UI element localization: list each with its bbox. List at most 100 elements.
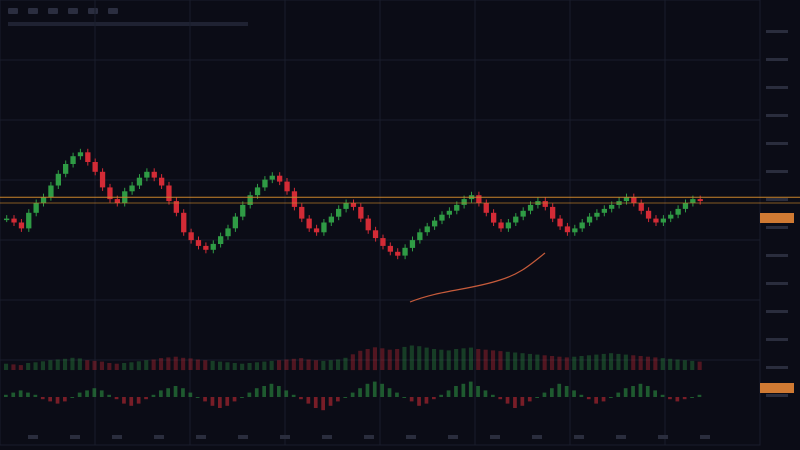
- volume-bar: [424, 347, 429, 370]
- toolbar-icon[interactable]: [48, 8, 58, 14]
- oscillator-bar: [623, 388, 628, 397]
- candle-body: [668, 214, 674, 219]
- oscillator-bar: [269, 383, 274, 397]
- candle-body: [218, 236, 224, 244]
- volume-bar: [439, 349, 444, 370]
- candle-body: [690, 199, 696, 203]
- volume-bar: [454, 349, 459, 370]
- volume-bar: [372, 347, 377, 371]
- candle-body: [306, 218, 312, 229]
- candle-body: [609, 204, 615, 209]
- candle-body: [70, 156, 76, 164]
- candle-body: [372, 230, 379, 239]
- price-axis-tick: [766, 198, 788, 201]
- volume-bars: [4, 345, 702, 371]
- volume-bar: [284, 359, 289, 370]
- oscillator-bar: [99, 390, 104, 397]
- oscillator-bar: [542, 392, 547, 397]
- volume-bar: [609, 353, 614, 370]
- volume-bar: [586, 355, 591, 370]
- price-tag: [760, 213, 794, 223]
- toolbar-icon[interactable]: [108, 8, 118, 14]
- toolbar-icon[interactable]: [88, 8, 98, 14]
- volume-bar: [690, 360, 695, 370]
- oscillator-bar: [254, 388, 259, 397]
- volume-bar: [188, 358, 193, 370]
- toolbar-icon[interactable]: [28, 8, 38, 14]
- volume-bar: [572, 356, 577, 370]
- oscillator-bar: [439, 394, 443, 397]
- oscillator-bar: [572, 390, 576, 397]
- volume-bar: [328, 360, 333, 370]
- oscillator-bar: [306, 397, 311, 404]
- candle-body: [321, 222, 327, 233]
- candle-body: [166, 185, 172, 202]
- oscillator-bar: [424, 397, 429, 404]
- oscillator-bar: [328, 397, 333, 406]
- chart-grid: [0, 0, 760, 445]
- oscillator-bar: [395, 392, 399, 397]
- volume-bar: [564, 357, 569, 370]
- time-axis-tick: [448, 435, 458, 439]
- candle-body: [254, 187, 261, 196]
- oscillator-bar: [284, 390, 289, 397]
- price-axis-tick: [766, 114, 788, 117]
- time-axis-tick: [700, 435, 710, 439]
- oscillator-bar: [129, 397, 134, 406]
- oscillator-bar: [358, 388, 362, 397]
- oscillator-bar: [461, 383, 466, 397]
- time-axis-tick: [616, 435, 626, 439]
- candle-body: [564, 226, 571, 233]
- oscillator-bar: [557, 383, 562, 397]
- price-axis-tick: [766, 366, 788, 369]
- oscillator-bar: [372, 381, 377, 397]
- toolbar-subline: [8, 22, 248, 26]
- volume-bar: [85, 360, 90, 370]
- candles: [4, 148, 703, 260]
- oscillator-bar: [321, 397, 325, 411]
- volume-bar: [247, 363, 252, 370]
- volume-bar: [269, 360, 274, 370]
- volume-bar: [299, 358, 304, 370]
- candle-body: [343, 203, 349, 209]
- candle-body: [181, 212, 187, 233]
- candle-body: [365, 218, 371, 231]
- oscillator-bar: [579, 394, 584, 397]
- oscillator-bar: [77, 392, 82, 397]
- volume-bar: [262, 361, 267, 370]
- candle-body: [579, 222, 585, 229]
- oscillator-bar: [4, 394, 8, 397]
- oscillator-bar: [505, 397, 510, 404]
- volume-bar: [638, 356, 643, 370]
- candle-body: [417, 232, 423, 241]
- volume-bar: [653, 357, 658, 370]
- volume-bar: [343, 357, 348, 371]
- volume-bar: [365, 349, 370, 370]
- oscillator-bar: [85, 390, 89, 397]
- price-axis-tick: [766, 254, 788, 257]
- candle-body: [210, 243, 216, 250]
- volume-bar: [63, 358, 68, 370]
- bottom-time-axis: [28, 435, 710, 439]
- price-axis-tick: [766, 310, 788, 313]
- toolbar-icon[interactable]: [68, 8, 78, 14]
- volume-bar: [136, 361, 141, 371]
- volume-bar: [527, 353, 532, 370]
- price-axis-tick: [766, 338, 788, 341]
- candle-body: [313, 228, 320, 233]
- volume-bar: [409, 345, 414, 370]
- volume-bar: [26, 363, 31, 370]
- oscillator-bar: [92, 388, 97, 397]
- candle-body: [26, 212, 32, 229]
- oscillator-bar: [491, 394, 495, 397]
- volume-bar: [535, 354, 540, 370]
- candle-body: [446, 210, 452, 215]
- time-axis-tick: [658, 435, 668, 439]
- oscillator-bar: [483, 390, 488, 397]
- oscillator-bar: [609, 397, 613, 398]
- toolbar-icon[interactable]: [8, 8, 18, 14]
- oscillator-bar: [203, 397, 207, 402]
- oscillator-bar: [107, 394, 111, 397]
- oscillator: [4, 381, 702, 411]
